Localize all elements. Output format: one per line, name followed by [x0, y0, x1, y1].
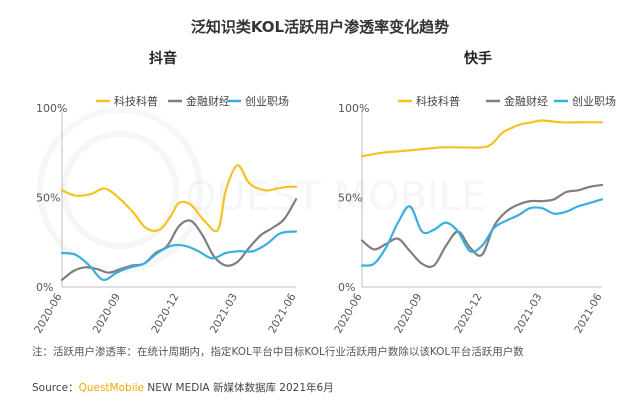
- series-line-科技科普: [360, 119, 604, 158]
- series-line-科技科普: [60, 164, 298, 233]
- legend-label: 创业职场: [245, 94, 289, 108]
- chart-title-douyin: 抖音: [149, 51, 177, 67]
- y-tick-label: 0%: [36, 281, 53, 294]
- main-title: 泛知识类KOL活跃用户渗透率变化趋势: [190, 18, 450, 36]
- x-tick-label: 2020-09: [392, 292, 424, 336]
- legend-label: 科技科普: [114, 94, 158, 108]
- y-tick-label: 50%: [338, 192, 362, 205]
- series-line-创业职场: [360, 198, 604, 267]
- chart-title-kuaishou: 快手: [464, 51, 492, 67]
- x-tick-label: 2020-06: [332, 291, 364, 335]
- source-prefix: Source：: [32, 382, 79, 394]
- y-tick-label: 0%: [338, 281, 355, 294]
- legend-label: 金融财经: [504, 94, 548, 108]
- chart-kuaishou: 0% 50% 100% 2020-06 2020-09 2020-12 2021-03 202…: [332, 94, 616, 336]
- y-tick-label: 100%: [338, 102, 369, 115]
- legend-label: 科技科普: [416, 94, 460, 108]
- y-tick-label: 100%: [36, 102, 67, 115]
- source-brand: QuestMobile: [78, 382, 144, 394]
- series-line-金融财经: [360, 183, 604, 268]
- footnote: 注：活跃用户渗透率：在统计周期内，指定KOL平台中目标KOL行业活跃用户数除以该…: [32, 346, 524, 358]
- x-tick-label: 2020-12: [452, 292, 484, 336]
- chart-douyin: 0%50%100%2020-06 2020-09 2020-12 2021-03 202…: [32, 94, 298, 335]
- x-tick-label: 2021-06: [572, 291, 604, 335]
- legend-label: 金融财经: [186, 94, 230, 108]
- source-line: Source：QuestMobile NEW MEDIA 新媒体数据库 2021…: [32, 380, 334, 395]
- y-tick-label: 50%: [36, 192, 60, 205]
- legend-label: 创业职场: [572, 94, 616, 108]
- series-line-创业职场: [60, 230, 298, 282]
- series-line-金融财经: [60, 198, 298, 281]
- x-tick-label: 2021-03: [512, 292, 544, 336]
- source-rest: NEW MEDIA 新媒体数据库 2021年6月: [144, 382, 334, 394]
